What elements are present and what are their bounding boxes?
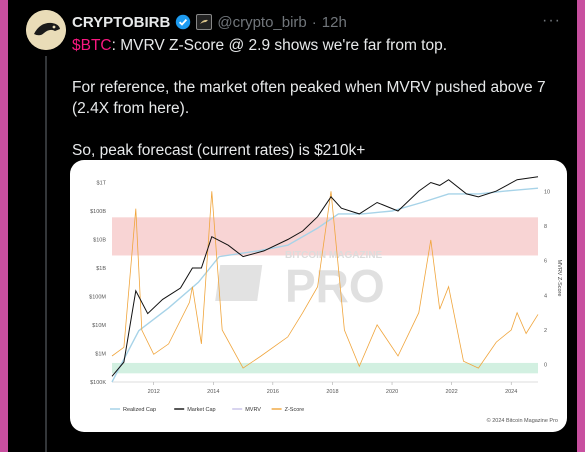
watermark-top: BITCOIN MAGAZINE [285, 250, 383, 261]
bird-logo-icon [26, 10, 66, 50]
y-left-tick: $100K [90, 380, 106, 386]
y-left-tick: $100M [89, 295, 106, 301]
author-handle[interactable]: @crypto_birb [217, 13, 307, 31]
legend-label: Market Cap [187, 407, 215, 413]
affiliate-badge-icon [196, 14, 213, 30]
y-right-tick: 2 [544, 328, 547, 334]
timestamp[interactable]: 12h [321, 13, 347, 31]
y-left-tick: $10B [93, 238, 106, 244]
green-band [112, 362, 538, 374]
legend-label: MVRV [245, 407, 261, 413]
tweet-text: $BTC: MVRV Z-Score @ 2.9 shows we're far… [72, 35, 572, 161]
y-right-tick: 4 [544, 293, 547, 299]
y-right-tick: 10 [544, 189, 550, 195]
y-left-tick: $1B [96, 266, 106, 272]
x-tick-label: 2018 [326, 389, 338, 395]
chart-image[interactable]: BITCOIN MAGAZINE PRO $1T $100B $10B $1B $100… [70, 160, 567, 432]
x-tick-label: 2016 [267, 389, 279, 395]
x-tick-label: 2014 [207, 389, 219, 395]
x-tick-label: 2012 [148, 389, 160, 395]
tweet-line-1: : MVRV Z-Score @ 2.9 shows we're far fro… [111, 37, 448, 54]
tweet-header: CRYPTOBIRB @crypto_birb · 12h [72, 12, 347, 32]
x-tick-label: 2022 [445, 389, 457, 395]
realized-cap-line [111, 187, 539, 383]
cashtag-link[interactable]: $BTC [72, 37, 112, 54]
y-left-tick: $100B [90, 209, 106, 215]
separator-dot: · [311, 13, 317, 31]
copyright-text: © 2024 Bitcoin Magazine Pro [487, 417, 558, 424]
watermark-big: PRO [285, 260, 385, 312]
legend-label: Realized Cap [123, 407, 156, 413]
verified-badge-icon [176, 14, 191, 30]
y-left-tick: $10M [92, 323, 106, 329]
author-name[interactable]: CRYPTOBIRB [72, 13, 171, 31]
avatar[interactable] [26, 10, 66, 50]
x-tick-label: 2020 [386, 389, 398, 395]
x-tick-label: 2024 [505, 389, 517, 395]
legend-label: Z-Score [285, 407, 305, 413]
tweet[interactable]: CRYPTOBIRB @crypto_birb · 12h ··· $BTC: … [8, 0, 577, 452]
thread-line [45, 56, 47, 452]
tweet-line-2: For reference, the market often peaked w… [72, 79, 546, 117]
mvrv-chart: BITCOIN MAGAZINE PRO $1T $100B $10B $1B $100… [89, 176, 562, 424]
tweet-line-3: So, peak forecast (current rates) is $21… [72, 142, 366, 159]
more-options-icon[interactable]: ··· [542, 12, 561, 29]
y-right-tick: 8 [544, 224, 547, 230]
y-left-tick: $1M [95, 352, 106, 358]
y-right-tick: 6 [544, 259, 547, 265]
y-right-label: MVRV Z-Score [556, 260, 562, 297]
y-right-tick: 0 [544, 363, 547, 369]
zscore-line [111, 191, 539, 369]
watermark: BITCOIN MAGAZINE PRO [215, 250, 385, 312]
y-left-tick: $1T [97, 181, 107, 187]
market-cap-line [111, 176, 539, 377]
